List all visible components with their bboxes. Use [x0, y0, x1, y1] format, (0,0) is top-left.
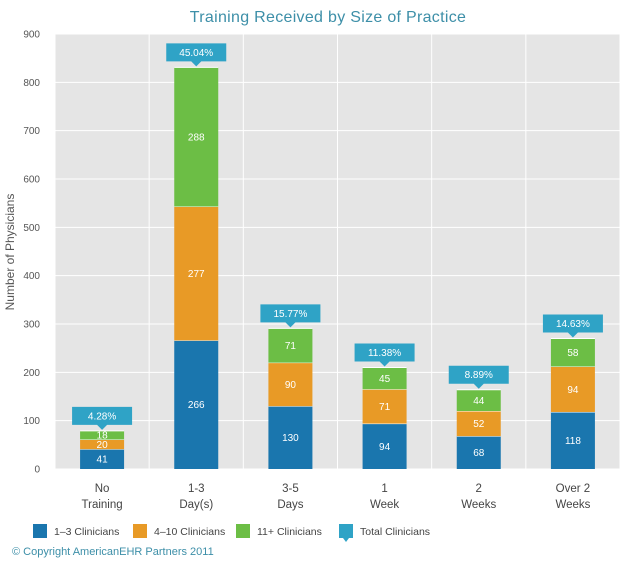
- total-percent-label: 8.89%: [465, 370, 493, 381]
- y-tick-label: 0: [34, 465, 40, 476]
- x-tick-label: 1-3: [188, 483, 205, 495]
- bar-segment: [80, 439, 125, 450]
- bar-value-label: 118: [565, 436, 581, 447]
- x-tick-label: Days: [277, 499, 303, 511]
- total-percent-label: 14.63%: [556, 319, 590, 330]
- bar-segment: [362, 423, 407, 469]
- bar-segment: [362, 367, 407, 390]
- total-percent-label: 15.77%: [273, 309, 307, 320]
- bar-value-label: 130: [282, 433, 299, 444]
- y-tick-label: 200: [23, 368, 40, 379]
- bar-value-label: 44: [473, 396, 485, 407]
- bar-value-label: 41: [97, 455, 109, 466]
- total-callouts: 4.28% 45.04% 15.77% 11.38% 8.89% 14.63%: [72, 43, 603, 430]
- bar-segment: [80, 449, 125, 469]
- bar-segment: [268, 328, 313, 363]
- x-tick-label: Day(s): [179, 499, 213, 511]
- total-callout-box: [448, 365, 509, 389]
- y-tick-label: 900: [23, 30, 40, 41]
- total-percent-label: 11.38%: [368, 348, 401, 359]
- legend-swatch: [133, 524, 147, 538]
- bar-segment: [174, 67, 219, 207]
- bar-segment: [80, 430, 125, 440]
- bar-value-label: 288: [188, 132, 205, 143]
- y-axis-ticks: 0 100 200 300 400 500 600 700 800 900: [23, 30, 40, 476]
- bar-value-label: 52: [473, 419, 485, 430]
- y-tick-label: 500: [23, 223, 40, 234]
- bar-segment: [362, 389, 407, 424]
- x-tick-label: No: [95, 483, 110, 495]
- bar-value-label: 68: [473, 448, 485, 459]
- grid-lines: [54, 33, 621, 470]
- y-tick-label: 300: [23, 320, 40, 331]
- bar-segment: [550, 411, 595, 469]
- legend: 1–3 Clinicians 4–10 Clinicians 11+ Clinici…: [33, 524, 430, 542]
- bar-segment: [550, 366, 595, 412]
- x-tick-label: 3-5: [282, 483, 299, 495]
- legend-swatch: [236, 524, 250, 538]
- y-axis-label: Number of Physicians: [3, 194, 17, 311]
- bar-value-label: 45: [379, 374, 391, 385]
- x-tick-label: Over 2: [556, 483, 591, 495]
- bar-segment: [550, 338, 595, 367]
- legend-label: Total Clinicians: [360, 526, 430, 538]
- x-tick-label: Training: [82, 499, 123, 511]
- total-percent-label: 4.28%: [88, 411, 116, 422]
- bar-value-label: 71: [285, 341, 297, 352]
- bar-value-label: 58: [567, 348, 579, 359]
- legend-label: 4–10 Clinicians: [154, 526, 225, 538]
- y-tick-label: 700: [23, 126, 40, 137]
- total-callout-box: [72, 406, 133, 430]
- total-callout-box: [166, 43, 227, 67]
- bar-segment: [174, 206, 219, 341]
- bar-value-label: 94: [567, 385, 579, 396]
- x-tick-label: Week: [370, 499, 399, 511]
- total-callout-box: [354, 343, 415, 367]
- bar-segment: [456, 389, 501, 411]
- legend-label: 1–3 Clinicians: [54, 526, 119, 538]
- x-axis-ticks: No Training 1-3 Day(s) 3-5 Days 1 Week 2 Weeks Ove…: [82, 483, 591, 511]
- bar-segment: [268, 406, 313, 469]
- x-tick-label: Weeks: [461, 499, 496, 511]
- y-tick-label: 100: [23, 416, 40, 427]
- y-tick-label: 400: [23, 271, 40, 282]
- bar-value-label: 20: [97, 440, 109, 451]
- bar-value-label: 71: [379, 402, 391, 413]
- x-tick-label: 1: [381, 483, 387, 495]
- total-callout-box: [542, 314, 603, 338]
- total-callout-box: [260, 304, 321, 328]
- legend-label: 11+ Clinicians: [257, 526, 322, 538]
- y-tick-label: 600: [23, 175, 40, 186]
- total-percent-label: 45.04%: [179, 48, 213, 59]
- bar-value-label: 94: [379, 442, 391, 453]
- y-tick-label: 800: [23, 78, 40, 89]
- bar-segment: [268, 362, 313, 407]
- bar-value-label: 90: [285, 380, 297, 391]
- bar-value-label: 277: [188, 269, 205, 280]
- chart-title: Training Received by Size of Practice: [190, 9, 466, 26]
- legend-swatch: [33, 524, 47, 538]
- x-tick-label: 2: [476, 483, 482, 495]
- x-tick-label: Weeks: [555, 499, 590, 511]
- legend-swatch-total: [339, 524, 353, 542]
- bar-segment: [456, 436, 501, 469]
- bar-segment: [174, 340, 219, 469]
- bar-segment: [456, 411, 501, 437]
- copyright-notice: © Copyright AmericanEHR Partners 2011: [12, 546, 214, 558]
- bar-value-label: 18: [97, 431, 109, 442]
- bar-value-label: 266: [188, 400, 205, 411]
